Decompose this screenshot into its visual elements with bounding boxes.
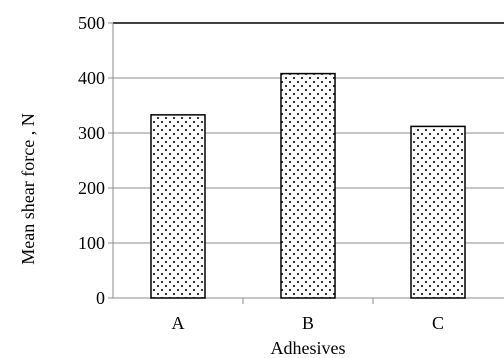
y-tick-label: 100 [78,233,105,253]
y-tick-label: 0 [96,288,105,308]
bar-a [150,114,206,299]
bar-b [280,72,336,299]
x-tick-label: B [302,313,314,333]
y-axis-title: Mean shear force , N [18,113,38,264]
x-tick-labels: A B C [172,313,445,333]
bars [150,72,466,299]
y-tick-label: 500 [78,13,105,33]
y-tick-label: 300 [78,123,105,143]
x-axis-title: Adhesives [271,338,346,358]
x-tick-label: A [172,313,185,333]
y-tick-labels: 0 100 200 300 400 500 [78,13,105,308]
bar-c [410,125,466,299]
y-tick-label: 400 [78,68,105,88]
y-tick-label: 200 [78,178,105,198]
x-tick-label: C [432,313,444,333]
